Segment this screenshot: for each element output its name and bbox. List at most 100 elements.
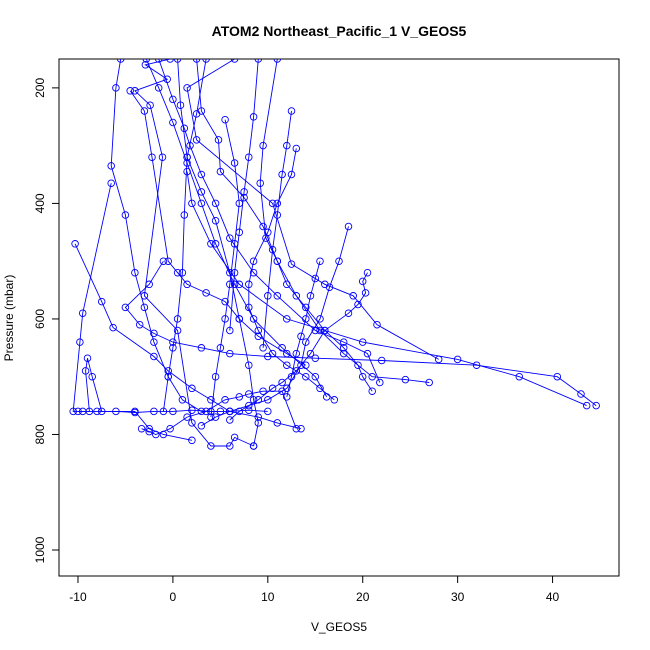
data-point: [453, 355, 462, 364]
data-point: [283, 315, 291, 323]
data-point: [230, 59, 239, 63]
data-point: [69, 407, 77, 416]
data-point: [183, 84, 191, 92]
series-21: [259, 107, 296, 352]
data-point: [216, 344, 225, 352]
data-point: [287, 170, 296, 179]
data-point: [183, 280, 191, 289]
x-tick-label: 0: [170, 590, 177, 604]
data-point: [173, 326, 182, 335]
series-line: [124, 260, 597, 406]
data-point: [302, 372, 310, 381]
data-point: [188, 199, 196, 208]
data-point: [316, 315, 324, 323]
data-point: [254, 326, 263, 335]
series-12: [121, 257, 600, 410]
data-point: [321, 326, 329, 335]
data-point: [358, 277, 367, 286]
data-point: [83, 354, 92, 362]
data-point: [235, 393, 244, 401]
x-axis-label: V_GEOS5: [311, 620, 367, 634]
data-point: [354, 300, 362, 309]
data-point: [302, 315, 310, 323]
data-point: [164, 372, 172, 381]
data-point: [176, 101, 185, 109]
data-point: [287, 260, 296, 268]
data-point: [335, 257, 343, 265]
data-point: [349, 292, 357, 300]
data-point: [235, 228, 244, 237]
series-line: [248, 148, 335, 401]
series-18: [159, 59, 210, 416]
data-point: [207, 396, 215, 404]
data-point: [245, 390, 253, 398]
data-point: [221, 297, 229, 306]
data-point: [330, 396, 339, 404]
data-point: [434, 355, 443, 364]
series-line: [186, 59, 439, 360]
data-point: [137, 424, 146, 433]
data-point: [173, 268, 182, 277]
data-point: [245, 406, 253, 414]
data-point: [150, 407, 158, 416]
series-line: [134, 59, 254, 447]
series-line: [186, 171, 587, 407]
data-point: [268, 245, 277, 254]
data-point: [192, 136, 201, 144]
data-point: [188, 384, 196, 393]
series-line: [162, 59, 207, 412]
data-point: [197, 422, 206, 430]
data-point: [159, 257, 168, 265]
data-point: [254, 413, 263, 421]
data-point: [278, 378, 286, 387]
data-point: [582, 401, 591, 410]
data-point: [368, 372, 376, 381]
data-point: [109, 323, 117, 332]
series-line: [78, 409, 268, 413]
data-point: [192, 110, 201, 118]
data-point: [354, 361, 362, 369]
data-point: [264, 407, 272, 416]
data-point: [197, 170, 206, 179]
chart-title: ATOM2 Northeast_Pacific_1 V_GEOS5: [212, 23, 467, 39]
data-point: [211, 199, 220, 208]
series-line: [72, 183, 192, 441]
data-point: [169, 344, 177, 352]
data-point: [306, 349, 315, 358]
data-point: [235, 280, 244, 289]
data-point: [207, 413, 215, 421]
data-point: [145, 280, 153, 289]
data-point: [425, 378, 433, 387]
data-point: [211, 413, 220, 421]
data-point: [197, 199, 206, 208]
series-line: [129, 90, 307, 366]
data-point: [254, 419, 263, 427]
data-point: [515, 372, 524, 381]
data-point: [401, 375, 410, 384]
data-point: [339, 344, 348, 352]
data-point: [121, 211, 130, 219]
data-point: [135, 320, 144, 329]
series-10: [197, 222, 353, 430]
data-point: [273, 211, 282, 219]
data-point: [302, 303, 310, 312]
data-point: [221, 115, 229, 124]
data-point: [249, 442, 258, 450]
data-point: [292, 144, 301, 153]
data-point: [339, 338, 348, 346]
data-point: [164, 257, 172, 265]
series-line: [210, 119, 240, 418]
data-point: [211, 372, 220, 381]
series-20: [226, 59, 263, 335]
data-point: [226, 349, 234, 358]
data-point: [183, 153, 191, 161]
plot-frame: [58, 58, 620, 577]
data-point: [197, 344, 206, 352]
data-point: [93, 407, 101, 416]
data-point: [131, 268, 139, 277]
data-point: [146, 101, 154, 109]
data-point: [183, 413, 191, 421]
data-point: [249, 315, 258, 323]
data-point: [226, 326, 234, 335]
